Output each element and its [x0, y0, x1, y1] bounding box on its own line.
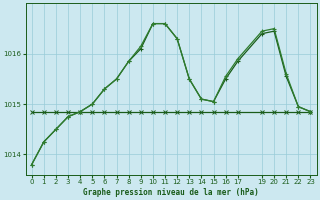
X-axis label: Graphe pression niveau de la mer (hPa): Graphe pression niveau de la mer (hPa)	[83, 188, 259, 197]
